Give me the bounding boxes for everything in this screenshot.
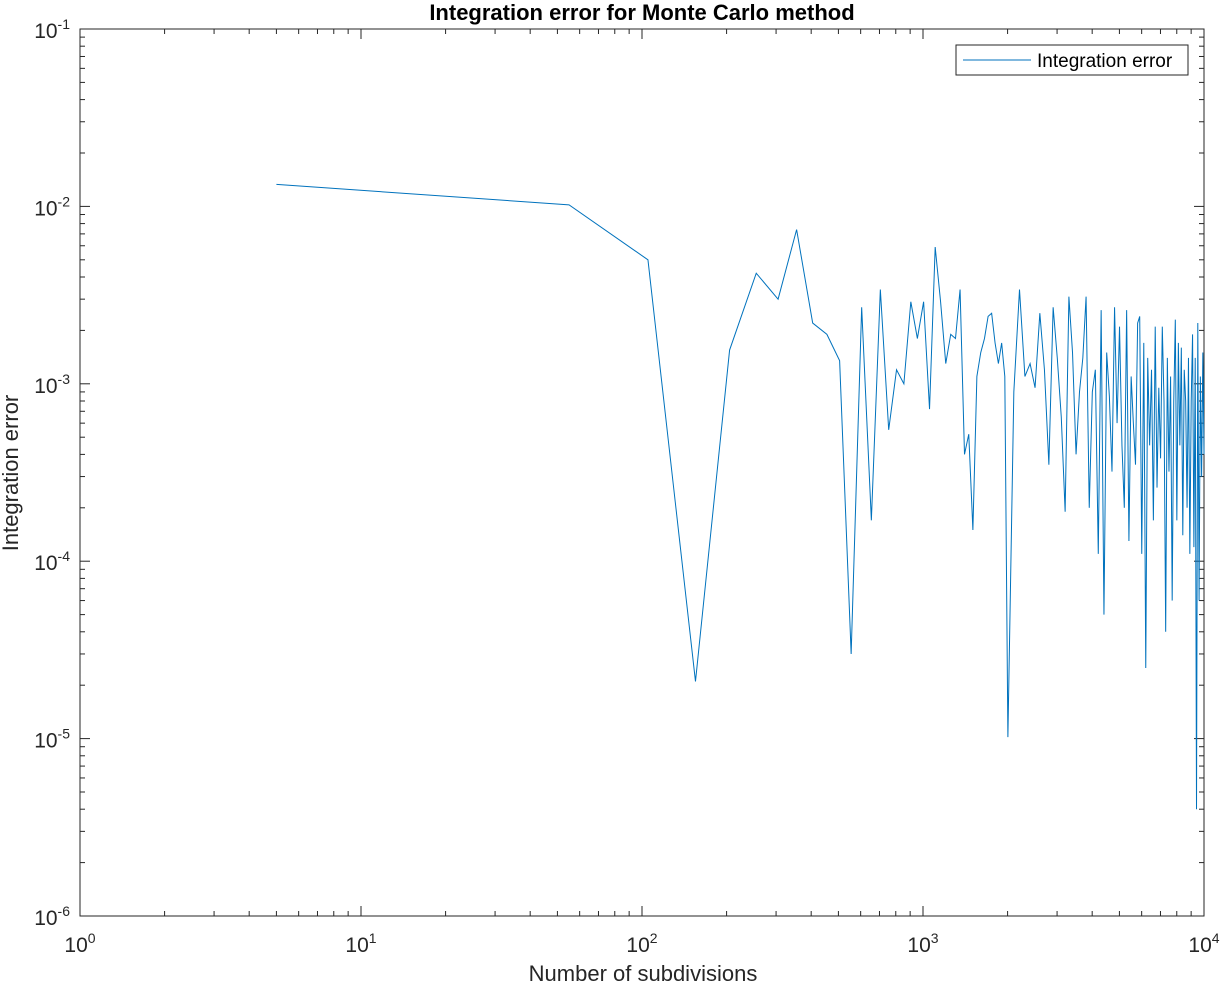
chart-title: Integration error for Monte Carlo method bbox=[429, 0, 854, 25]
y-axis-label: Integration error bbox=[0, 395, 23, 552]
y-tick-label: 10-1 bbox=[34, 16, 70, 43]
x-tick-label: 100 bbox=[64, 930, 95, 957]
plot-area: 100 101 102 103 104 10-6 10-5 10-4 10-3 10-2 10-1 bbox=[34, 16, 1220, 957]
series-line-0 bbox=[276, 183, 1205, 810]
legend-label-integration-error: Integration error bbox=[1037, 51, 1173, 72]
x-tick-label: 102 bbox=[626, 930, 657, 957]
x-axis-label: Number of subdivisions bbox=[529, 961, 758, 984]
y-tick-label: 10-2 bbox=[34, 193, 70, 220]
axes-box bbox=[79, 28, 1205, 917]
y-tick-label: 10-5 bbox=[34, 726, 70, 753]
x-tick-label: 104 bbox=[1188, 930, 1219, 957]
x-tick-label: 103 bbox=[907, 930, 938, 957]
x-tick-label: 101 bbox=[345, 930, 376, 957]
legend: Integration error bbox=[955, 44, 1189, 76]
y-tick-label: 10-6 bbox=[34, 903, 70, 930]
y-tick-label: 10-4 bbox=[34, 548, 70, 575]
y-tick-label: 10-3 bbox=[34, 371, 70, 398]
